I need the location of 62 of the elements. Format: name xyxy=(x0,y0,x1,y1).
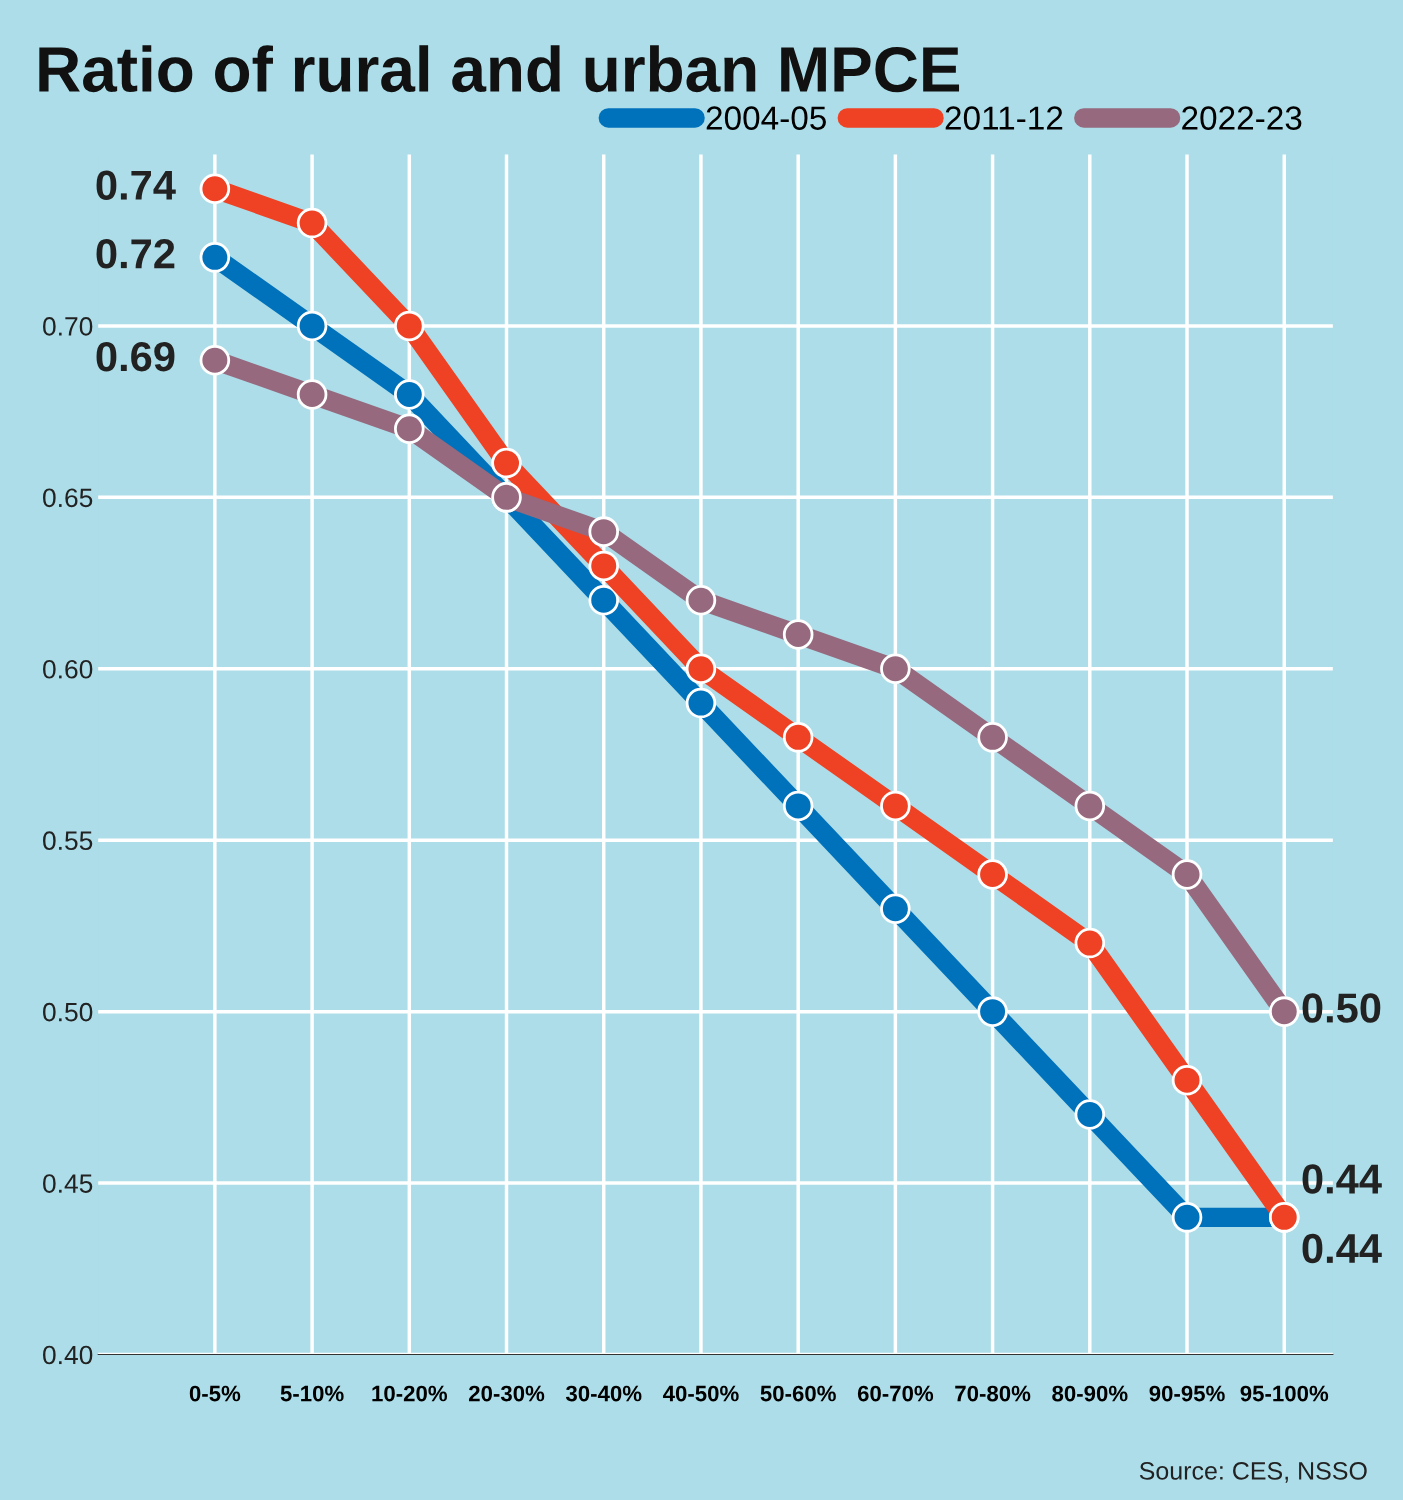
point xyxy=(296,379,328,410)
point xyxy=(685,653,717,685)
point xyxy=(296,207,328,239)
point xyxy=(1074,790,1106,822)
x-tick-label: 0-5% xyxy=(189,1385,241,1402)
data-label: 0.74 xyxy=(96,170,176,200)
data-label: 0.44 xyxy=(1302,1233,1382,1264)
point xyxy=(588,584,620,616)
x-tick-label: 60-70% xyxy=(857,1385,934,1402)
x-tick-label: 50-60% xyxy=(760,1385,836,1402)
point xyxy=(685,687,717,719)
point xyxy=(880,790,911,822)
point xyxy=(1171,1202,1203,1233)
point xyxy=(782,619,814,650)
chart-title: Ratio of rural and urban MPCE xyxy=(39,45,960,93)
point xyxy=(880,653,911,685)
point xyxy=(394,379,425,410)
point xyxy=(1074,927,1106,959)
point xyxy=(394,413,425,445)
source-note: Source: CES, NSSO xyxy=(1139,1462,1367,1483)
data-label: 0.50 xyxy=(1302,993,1381,1023)
data-label: 0.44 xyxy=(1302,1164,1382,1194)
legend-label: 2011-12 xyxy=(945,106,1063,130)
point xyxy=(1074,1099,1106,1130)
point xyxy=(394,310,425,342)
legend-label: 2022-23 xyxy=(1182,106,1302,130)
point xyxy=(1171,859,1203,890)
y-tick-label: 0.65 xyxy=(43,488,93,508)
y-tick-label: 0.40 xyxy=(43,1345,93,1365)
legend-label: 2004-05 xyxy=(706,106,826,130)
x-tick-label: 90-95% xyxy=(1149,1385,1225,1402)
point xyxy=(685,584,717,616)
point xyxy=(782,722,814,753)
point xyxy=(491,447,522,479)
x-tick-label: 70-80% xyxy=(955,1385,1031,1402)
y-tick-label: 0.55 xyxy=(43,831,93,851)
point xyxy=(880,893,911,925)
point xyxy=(199,173,231,205)
point xyxy=(199,344,231,376)
x-tick-label: 80-90% xyxy=(1052,1385,1128,1402)
x-tick-label: 20-30% xyxy=(468,1385,545,1402)
point xyxy=(977,722,1008,753)
y-tick-label: 0.45 xyxy=(43,1174,93,1193)
point xyxy=(588,550,620,582)
x-tick-label: 30-40% xyxy=(565,1385,642,1402)
data-label: 0.69 xyxy=(96,341,175,372)
point xyxy=(1268,996,1300,1027)
point xyxy=(977,996,1008,1027)
point xyxy=(782,790,814,822)
point xyxy=(1171,1064,1203,1096)
y-tick-label: 0.70 xyxy=(43,317,93,336)
y-tick-label: 0.60 xyxy=(43,659,93,679)
x-tick-label: 5-10% xyxy=(280,1385,344,1402)
x-tick-label: 10-20% xyxy=(372,1385,448,1402)
point xyxy=(199,242,231,273)
point xyxy=(296,310,328,342)
point xyxy=(977,859,1008,890)
point xyxy=(588,516,620,547)
data-label: 0.72 xyxy=(96,239,175,269)
x-tick-label: 95-100% xyxy=(1240,1385,1329,1402)
x-tick-label: 40-50% xyxy=(662,1385,739,1402)
y-tick-label: 0.50 xyxy=(43,1002,93,1022)
